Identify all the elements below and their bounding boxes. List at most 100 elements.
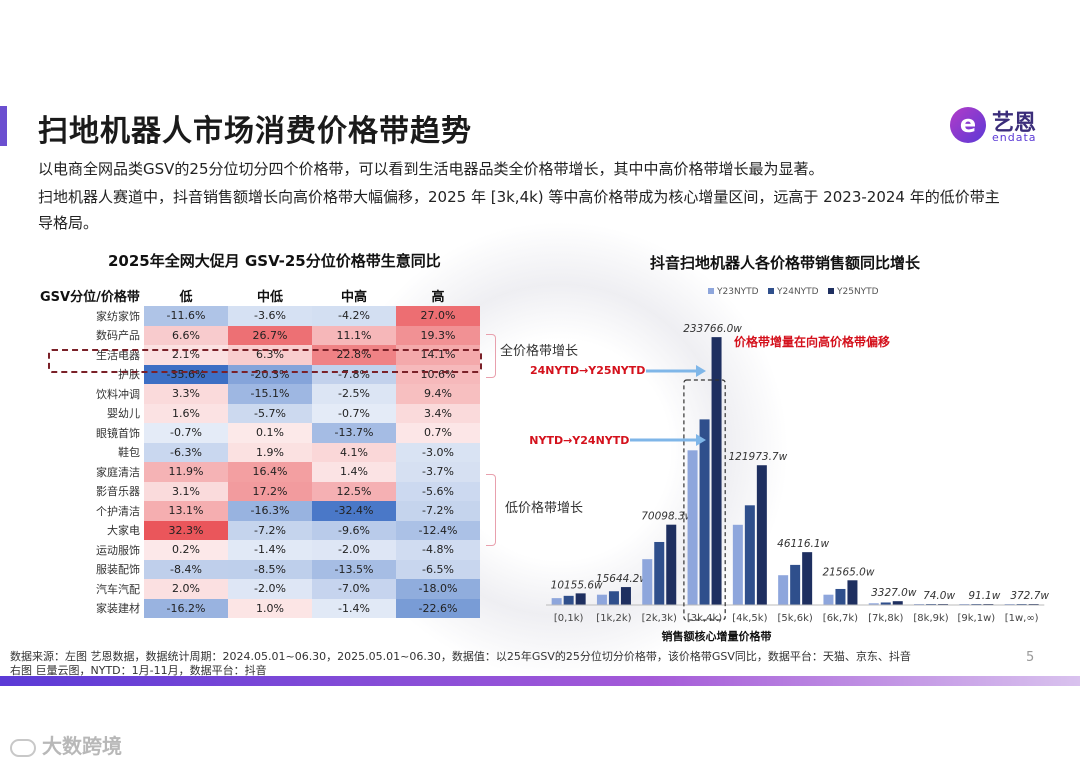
table-cell: 13.1%	[144, 501, 228, 521]
row-category: 服装配饰	[96, 563, 140, 577]
label-low-growth: 低价格带增长	[505, 501, 584, 516]
x-tick-label: [8k,9k)	[913, 613, 948, 624]
row-category: 婴幼儿	[107, 407, 140, 421]
table-cell: -32.4%	[312, 501, 396, 521]
table-cell: -9.6%	[312, 520, 396, 540]
watermark: 大数跨境	[10, 730, 122, 759]
table-cell: -6.3%	[144, 442, 228, 462]
table-cell: -0.7%	[144, 423, 228, 443]
table-cell: 9.4%	[396, 384, 480, 404]
table-cell: 3.3%	[144, 384, 228, 404]
table-cell: -2.5%	[312, 384, 396, 404]
arrow-y23-y24-head	[696, 434, 706, 446]
title-accent-bar	[0, 106, 7, 146]
bar-y24nytd	[654, 541, 665, 605]
description-line-1: 以电商全网品类GSV的25分位切分四个价格带，可以看到生活电器品类全价格带增长，…	[38, 160, 824, 178]
table-cell: -4.8%	[396, 540, 480, 560]
table-cell: -3.6%	[228, 306, 312, 326]
table-cell: -1.4%	[312, 598, 396, 618]
bar-y23nytd	[551, 598, 562, 605]
table-cell: 1.6%	[144, 403, 228, 423]
bar-y23nytd	[596, 594, 607, 605]
data-label: 21565.0w	[822, 566, 874, 578]
data-label: 372.7w	[1010, 590, 1049, 602]
bar-y25nytd	[620, 587, 631, 605]
table-cell: 1.4%	[312, 462, 396, 482]
bar-y25nytd	[756, 465, 767, 605]
table-cell: 11.1%	[312, 325, 396, 345]
table-cell: -12.4%	[396, 520, 480, 540]
arrow-label-y23-y24: Y23NYTD→Y24NYTD	[530, 434, 629, 447]
row-category: 数码产品	[96, 329, 140, 343]
source-line-2: 右图 巨量云图，NYTD：1月-11月，数据平台：抖音	[10, 664, 267, 677]
table-cell: 11.9%	[144, 462, 228, 482]
data-label: 74.0w	[923, 590, 955, 602]
table-cell: 3.4%	[396, 403, 480, 423]
legend-swatch	[828, 288, 834, 294]
row-category: 影音乐器	[96, 485, 140, 499]
bar-y24nytd	[835, 588, 846, 605]
table-cell: -22.6%	[396, 598, 480, 618]
table-cell: 0.1%	[228, 423, 312, 443]
table-cell: -3.0%	[396, 442, 480, 462]
description-line-2: 扫地机器人赛道中，抖音销售额增长向高价格带大幅偏移，2025 年 [3k,4k)…	[38, 188, 1000, 206]
row-category: 家庭清洁	[96, 465, 140, 479]
table-row: 服装配饰 -8.4% -8.5% -13.5% -6.5%	[40, 559, 480, 579]
table-cell: 0.7%	[396, 423, 480, 443]
source-line-1: 数据来源：左图 艺恩数据，数据统计周期：2024.05.01~06.30，202…	[10, 650, 911, 663]
data-label: 15644.2w	[596, 573, 648, 585]
logo-en: endata	[992, 131, 1037, 144]
row-category: 运动服饰	[96, 543, 140, 557]
table-cell: -1.4%	[228, 540, 312, 560]
bar-y23nytd	[868, 603, 879, 605]
slide: 扫地机器人市场消费价格带趋势 e 艺恩 endata 以电商全网品类GSV的25…	[0, 106, 1080, 690]
table-cell: -13.5%	[312, 559, 396, 579]
table-cell: 1.9%	[228, 442, 312, 462]
bottom-gradient-band	[0, 676, 1080, 686]
table-cell: -11.6%	[144, 306, 228, 326]
table-cell: -2.0%	[228, 579, 312, 599]
table-cell: 26.7%	[228, 325, 312, 345]
row-category: 眼镜首饰	[96, 426, 140, 440]
table-cell: -2.0%	[312, 540, 396, 560]
x-tick-label: [3k,4k)	[687, 613, 722, 624]
description-line-3: 导格局。	[38, 214, 99, 232]
row-category: 个护清洁	[96, 504, 140, 518]
table-cell: 3.1%	[144, 481, 228, 501]
table-cell: -7.0%	[312, 579, 396, 599]
table-row: 影音乐器 3.1% 17.2% 12.5% -5.6%	[40, 481, 480, 501]
legend-label: Y25NYTD	[836, 287, 879, 297]
legend-swatch	[768, 288, 774, 294]
bar-y25nytd	[711, 337, 722, 605]
bar-y23nytd	[687, 450, 698, 605]
highlight-row-box	[48, 349, 482, 373]
bar-y24nytd	[563, 595, 574, 605]
page-title: 扫地机器人市场消费价格带趋势	[38, 114, 472, 149]
data-label: 91.1w	[968, 590, 1000, 602]
table-cell: -16.2%	[144, 598, 228, 618]
bar-y25nytd	[847, 580, 858, 605]
row-category: 生活电器	[96, 348, 140, 362]
highlight-box	[683, 379, 726, 621]
bar-y24nytd	[608, 591, 619, 605]
table-row: 家装建材 -16.2% 1.0% -1.4% -22.6%	[40, 598, 480, 618]
table-cell: 1.0%	[228, 598, 312, 618]
x-tick-label: [0,1k)	[554, 613, 584, 624]
bar-y25nytd	[575, 593, 586, 605]
logo-cn: 艺恩	[992, 111, 1037, 136]
col-header-midlow: 中低	[256, 289, 283, 305]
row-header: GSV分位/价格带	[40, 289, 140, 305]
row-category: 大家电	[107, 524, 140, 538]
row-category: 鞋包	[118, 446, 140, 460]
page-number: 5	[1026, 650, 1035, 665]
x-tick-label: [5k,6k)	[778, 613, 813, 624]
table-cell: -8.4%	[144, 559, 228, 579]
data-label: 121973.7w	[728, 451, 787, 463]
brace-low-growth	[486, 474, 496, 546]
x-tick-label: [7k,8k)	[868, 613, 903, 624]
table-cell: 16.4%	[228, 462, 312, 482]
brace-all-growth	[486, 334, 496, 378]
table-cell: -16.3%	[228, 501, 312, 521]
data-label: 3327.0w	[871, 587, 917, 599]
table-cell: 27.0%	[396, 306, 480, 326]
